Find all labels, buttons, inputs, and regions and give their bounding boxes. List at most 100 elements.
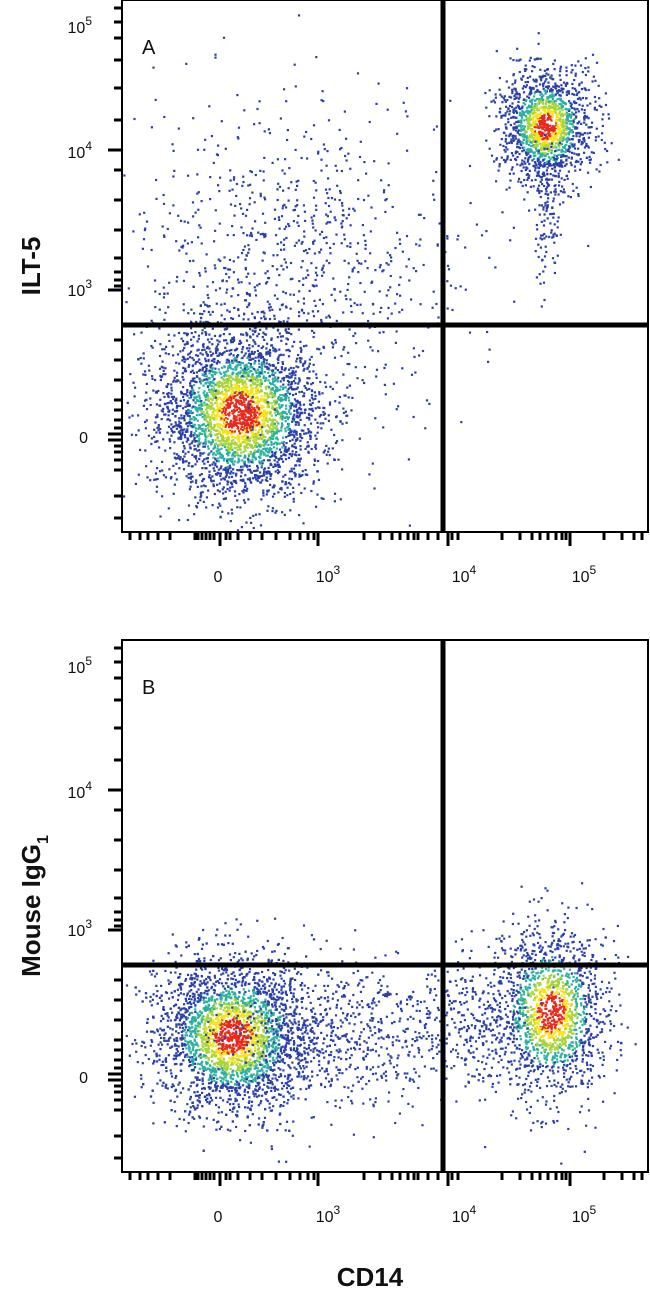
event-dot (224, 147, 227, 150)
event-dot (264, 317, 267, 320)
event-dot (267, 128, 270, 131)
event-dot (560, 150, 563, 153)
event-dot (189, 391, 192, 395)
event-dot (254, 356, 257, 359)
event-dot (253, 123, 256, 126)
event-dot (274, 399, 277, 402)
event-dot (205, 415, 208, 418)
event-dot (207, 434, 210, 437)
event-dot (517, 97, 520, 100)
event-dot (172, 492, 175, 495)
event-dot (218, 371, 221, 374)
event-dot (200, 412, 203, 415)
event-dot (251, 461, 254, 464)
event-dot (287, 375, 290, 378)
event-dot (201, 424, 204, 427)
event-dot (277, 463, 280, 466)
event-dot (263, 371, 267, 374)
event-dot (226, 465, 229, 469)
event-dot (308, 377, 311, 380)
event-dot (488, 89, 491, 92)
event-dot (353, 266, 356, 269)
event-dot (245, 406, 248, 409)
event-dot (532, 78, 535, 81)
event-dot (322, 346, 326, 349)
event-dot (298, 377, 301, 380)
event-dot (544, 153, 548, 156)
event-dot (183, 419, 186, 422)
event-dot (542, 87, 545, 90)
event-dot (218, 340, 221, 343)
event-dot (285, 342, 288, 346)
event-dot (195, 429, 198, 432)
event-dot (256, 383, 259, 387)
event-dot (258, 382, 261, 385)
event-dot (206, 421, 209, 424)
event-dot (276, 380, 279, 383)
event-dot (222, 459, 225, 462)
event-dot (186, 394, 189, 397)
event-dot (237, 308, 240, 312)
event-dot (197, 337, 200, 340)
event-dot (537, 114, 540, 117)
event-dot (186, 422, 189, 425)
event-dot (274, 395, 277, 398)
event-dot (508, 113, 511, 116)
event-dot (269, 364, 272, 367)
event-dot (180, 426, 183, 429)
event-dot (201, 313, 204, 316)
event-dot (254, 432, 257, 436)
event-dot (252, 367, 255, 370)
event-dot (526, 80, 530, 84)
event-dot (210, 135, 213, 138)
event-dot (275, 234, 278, 237)
event-dot (205, 417, 208, 420)
event-dot (535, 112, 538, 115)
event-dot (253, 407, 256, 410)
event-dot (193, 391, 196, 395)
event-dot (269, 474, 272, 478)
event-dot (580, 108, 583, 111)
event-dot (184, 436, 187, 439)
event-dot (525, 139, 528, 142)
event-dot (298, 464, 301, 467)
event-dot (309, 422, 313, 425)
event-dot (177, 431, 180, 434)
event-dot (280, 215, 284, 218)
event-dot (201, 349, 204, 352)
event-dot (272, 446, 276, 449)
event-dot (327, 196, 330, 200)
event-dot (187, 412, 190, 415)
event-dot (139, 356, 142, 360)
event-dot (268, 348, 272, 352)
event-dot (211, 310, 214, 313)
event-dot (193, 423, 196, 426)
event-dot (312, 370, 315, 373)
event-dot (246, 411, 249, 414)
event-dot (468, 331, 472, 334)
event-dot (248, 426, 251, 430)
event-dot (557, 184, 561, 187)
event-dot (565, 81, 569, 85)
event-dot (299, 361, 302, 364)
event-dot (284, 292, 287, 295)
event-dot (179, 437, 182, 441)
event-dot (407, 458, 410, 461)
event-dot (182, 366, 185, 369)
event-dot (252, 400, 255, 403)
event-dot (273, 463, 276, 466)
event-dot (221, 488, 224, 491)
event-dot (250, 234, 253, 237)
event-dot (249, 328, 252, 331)
event-dot (150, 248, 153, 252)
event-dot (531, 65, 534, 68)
event-dot (401, 367, 404, 370)
event-dot (594, 136, 598, 139)
event-dot (207, 404, 210, 407)
event-dot (228, 396, 231, 399)
event-dot (408, 524, 411, 527)
event-dot (268, 375, 271, 378)
event-dot (264, 282, 268, 285)
event-dot (187, 476, 190, 479)
event-dot (267, 277, 271, 280)
